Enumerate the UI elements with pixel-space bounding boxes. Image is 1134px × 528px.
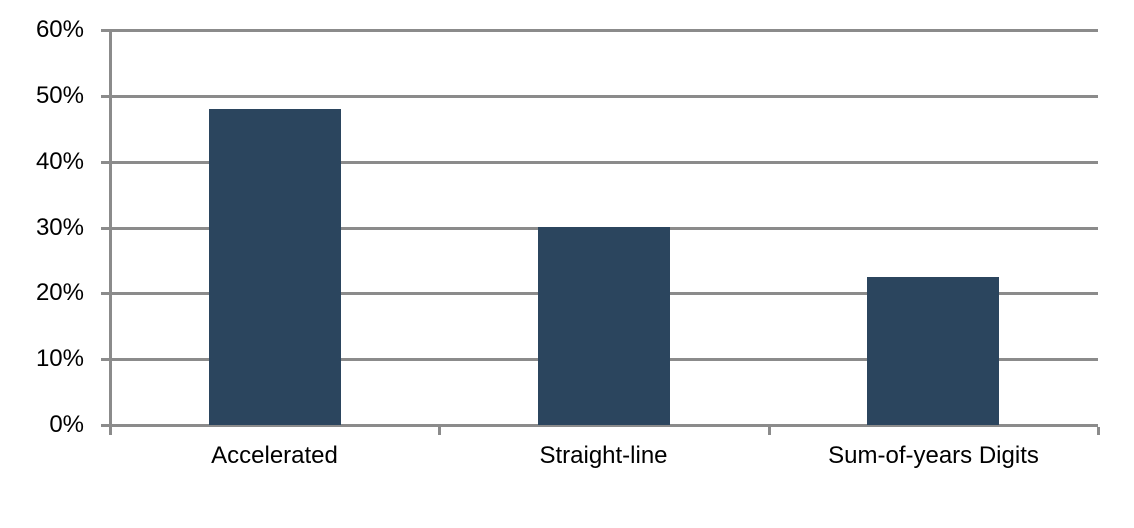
x-axis-category-label: Accelerated bbox=[211, 442, 338, 469]
y-axis-tick-label: 10% bbox=[35, 345, 84, 372]
y-axis-line bbox=[109, 30, 112, 427]
y-axis-tick-label: 40% bbox=[35, 148, 84, 175]
plot-area bbox=[101, 29, 1100, 435]
bar-sum-of-years-digits bbox=[867, 277, 999, 425]
y-axis-tick bbox=[101, 161, 110, 164]
gridline bbox=[110, 29, 1098, 32]
y-axis-tick bbox=[101, 29, 110, 32]
y-axis-tick bbox=[101, 227, 110, 230]
bar-accelerated bbox=[209, 109, 341, 425]
gridline bbox=[110, 161, 1098, 164]
x-axis-tick bbox=[109, 427, 112, 435]
y-axis-tick bbox=[101, 292, 110, 295]
y-axis-tick-label: 30% bbox=[35, 214, 84, 241]
bar-straight-line bbox=[538, 227, 670, 425]
gridline bbox=[110, 95, 1098, 98]
y-axis-tick-label: 20% bbox=[35, 279, 84, 306]
y-axis-tick-label: 60% bbox=[35, 16, 84, 43]
y-axis-tick bbox=[101, 95, 110, 98]
y-axis-tick-label: 50% bbox=[35, 82, 84, 109]
x-axis-tick bbox=[768, 427, 771, 435]
y-axis-tick bbox=[101, 358, 110, 361]
x-axis-category-label: Straight-line bbox=[539, 442, 668, 469]
x-axis-tick bbox=[438, 427, 441, 435]
x-axis-category-label: Sum-of-years Digits bbox=[828, 442, 1039, 469]
y-axis-tick bbox=[101, 424, 110, 427]
x-axis-line bbox=[110, 424, 1098, 427]
x-axis-tick bbox=[1097, 427, 1100, 435]
y-axis-tick-label: 0% bbox=[49, 411, 84, 438]
